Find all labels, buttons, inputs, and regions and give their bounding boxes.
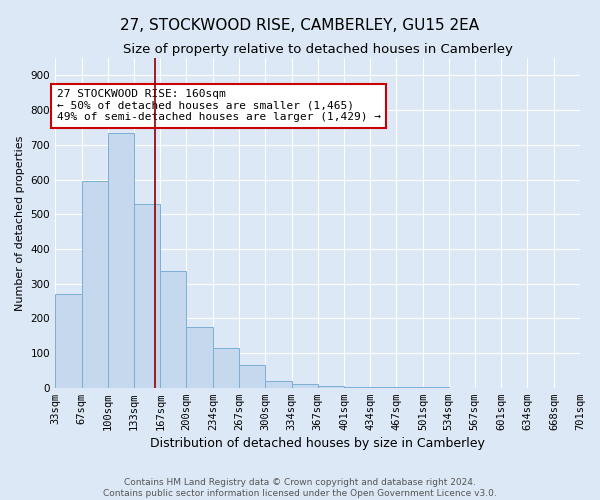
- Bar: [186, 327, 213, 388]
- Bar: [213, 348, 239, 388]
- Bar: [317, 386, 344, 388]
- Bar: [82, 181, 107, 388]
- Bar: [292, 384, 317, 388]
- Bar: [265, 381, 292, 388]
- Bar: [134, 204, 160, 388]
- Bar: [107, 132, 134, 388]
- Bar: [239, 365, 265, 388]
- X-axis label: Distribution of detached houses by size in Camberley: Distribution of detached houses by size …: [150, 437, 485, 450]
- Bar: [55, 294, 82, 388]
- Title: Size of property relative to detached houses in Camberley: Size of property relative to detached ho…: [122, 42, 512, 56]
- Bar: [160, 272, 186, 388]
- Text: 27 STOCKWOOD RISE: 160sqm
← 50% of detached houses are smaller (1,465)
49% of se: 27 STOCKWOOD RISE: 160sqm ← 50% of detac…: [56, 90, 380, 122]
- Bar: [344, 386, 370, 388]
- Text: 27, STOCKWOOD RISE, CAMBERLEY, GU15 2EA: 27, STOCKWOOD RISE, CAMBERLEY, GU15 2EA: [121, 18, 479, 32]
- Bar: [370, 387, 396, 388]
- Text: Contains HM Land Registry data © Crown copyright and database right 2024.
Contai: Contains HM Land Registry data © Crown c…: [103, 478, 497, 498]
- Y-axis label: Number of detached properties: Number of detached properties: [15, 135, 25, 310]
